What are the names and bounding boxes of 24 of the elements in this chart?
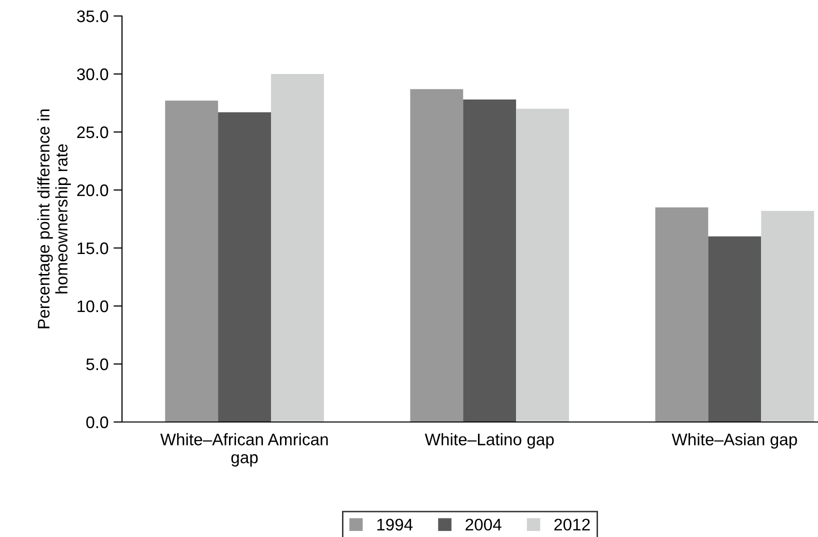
y-tick-label: 30.0 [77, 68, 108, 80]
legend-label: 2012 [554, 518, 590, 531]
bar [463, 100, 516, 422]
y-tick-label: 20.0 [77, 184, 108, 196]
x-tick-label: White–Latino gap [424, 433, 554, 449]
y-tick-label: 15.0 [78, 242, 108, 254]
y-tick-label: 10.0 [78, 300, 108, 312]
y-tick-label: 35.0 [77, 10, 108, 22]
y-tick-label: 0.0 [86, 416, 108, 428]
bar [218, 112, 272, 422]
x-tick-label: White–African Amrican gap [160, 433, 328, 467]
bar [410, 89, 464, 422]
y-tick-label: 25.0 [77, 126, 108, 138]
bar [708, 236, 762, 422]
legend-label: 1994 [377, 518, 413, 531]
y-tick-label: 5.0 [86, 358, 108, 370]
bar [655, 207, 708, 422]
legend-label: 2004 [466, 518, 502, 531]
bar [516, 108, 570, 422]
x-tick-label: White–Asian gap [672, 433, 797, 449]
bar [165, 100, 218, 422]
bar [761, 210, 814, 422]
y-axis-title: Percentage point difference in homeownership rate [37, 109, 71, 328]
bar [271, 74, 324, 422]
